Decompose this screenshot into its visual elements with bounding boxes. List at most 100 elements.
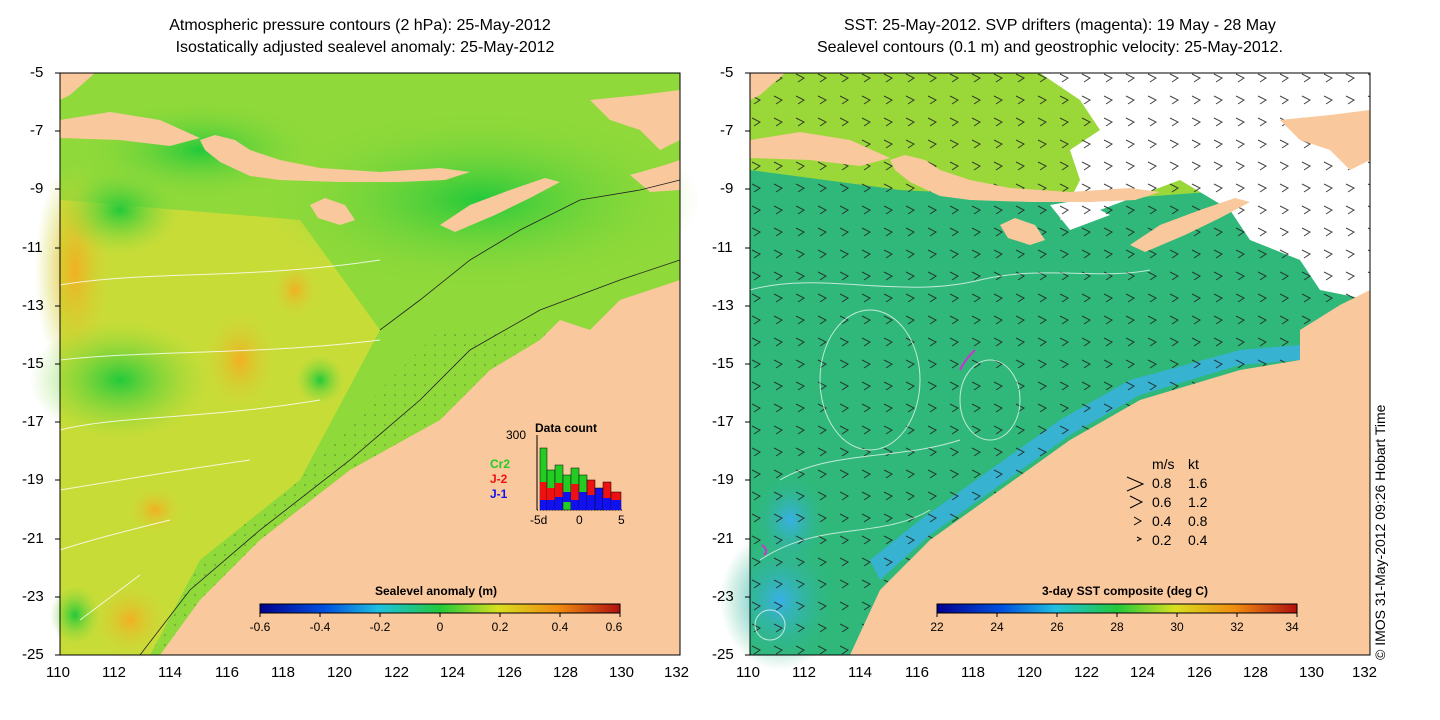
imos-credit: © IMOS 31-May-2012 09:26 Hobart Time	[1372, 404, 1388, 660]
data-count-title: Data count	[535, 421, 598, 435]
lat-label: -23	[22, 588, 44, 605]
colorbar-tick-label: 0.4	[551, 620, 569, 634]
lat-label: -25	[22, 646, 44, 663]
velocity-legend-kt: 1.2	[1188, 494, 1208, 510]
lon-label: 122	[1074, 664, 1100, 681]
left-pressure-contours	[59, 259, 381, 621]
lat-label: -19	[22, 471, 44, 488]
data-count-xtick: 0	[576, 513, 583, 527]
data-count-xtick: -5d	[530, 513, 548, 527]
colorbar-tick-label: -0.2	[369, 620, 391, 634]
right-nusa-tenggara-land	[890, 155, 1160, 202]
lon-label: 118	[271, 664, 295, 681]
lat-label: -19	[712, 471, 734, 488]
velocity-legend-ms: 0.6	[1152, 494, 1172, 510]
colorbar-tick-label: 26	[1050, 620, 1064, 634]
left-low-anomaly	[260, 110, 700, 290]
lon-label: 128	[1243, 664, 1269, 681]
right-map	[720, 72, 1371, 670]
lat-label: -9	[30, 180, 44, 197]
left-title-line1: Atmospheric pressure contours (2 hPa): 2…	[169, 17, 551, 34]
lat-label: -7	[720, 122, 734, 139]
velocity-legend-ms: 0.2	[1152, 532, 1172, 548]
lon-label: 132	[664, 664, 690, 681]
left-high-anomaly	[200, 305, 280, 415]
velocity-legend-ms: 0.8	[1152, 475, 1172, 491]
lat-label: -5	[720, 64, 734, 81]
lat-label: -13	[712, 297, 734, 314]
colorbar-tick-label: 32	[1230, 620, 1244, 634]
lon-label: 112	[792, 664, 816, 681]
colorbar-tick-label: 0	[436, 620, 444, 634]
lat-label: -13	[22, 297, 44, 314]
colorbar-tick-label: -0.4	[309, 620, 331, 634]
svp-drifter-track	[761, 544, 768, 556]
left-java-land	[60, 112, 200, 146]
lon-label: 130	[1299, 664, 1325, 681]
lon-label: 114	[848, 664, 872, 681]
right-title-line1: SST: 25-May-2012. SVP drifters (magenta)…	[844, 17, 1276, 34]
series-label-j2: J-2	[490, 472, 508, 486]
lon-label: 110	[736, 664, 760, 681]
sla-colorbar-ticks	[259, 613, 621, 617]
lat-label: -15	[22, 355, 44, 372]
lat-label: -23	[712, 588, 734, 605]
right-australia-land	[850, 290, 1370, 655]
lat-label: -21	[22, 530, 44, 547]
velocity-legend-kt: 0.4	[1188, 532, 1208, 548]
velocity-legend-header-kt: kt	[1188, 456, 1199, 472]
lon-label: 124	[440, 664, 466, 681]
data-count-inset	[536, 435, 623, 511]
colorbar-tick-label: 0.2	[491, 620, 509, 634]
left-low-anomaly	[295, 355, 345, 405]
colorbar-tick-label: 30	[1170, 620, 1184, 634]
colorbar-tick-label: 24	[990, 620, 1004, 634]
lon-label: 118	[961, 664, 985, 681]
lat-label: -5	[30, 64, 44, 81]
sla-colorbar	[259, 603, 621, 614]
left-timor-land	[440, 178, 560, 232]
lat-label: -11	[22, 239, 43, 256]
series-label-cr2: Cr2	[490, 457, 511, 471]
lat-label: -9	[720, 180, 734, 197]
lat-label: -17	[22, 413, 44, 430]
left-low-anomaly	[30, 320, 210, 440]
lon-label: 116	[905, 664, 929, 681]
lon-label: 120	[1017, 664, 1043, 681]
right-sumatra-land	[750, 73, 785, 100]
left-low-anomaly	[50, 585, 100, 645]
lon-label: 132	[1352, 664, 1378, 681]
left-isobaths	[139, 179, 681, 656]
axis-ticks	[55, 72, 750, 656]
lat-label: -25	[712, 646, 734, 663]
colorbar-tick-label: 34	[1285, 620, 1299, 634]
lon-label: 130	[609, 664, 635, 681]
left-sumatra-land	[60, 73, 95, 100]
left-nusa-tenggara-land	[200, 135, 470, 182]
left-high-anomaly	[90, 580, 170, 660]
lat-label: -17	[712, 413, 734, 430]
sst-colorbar	[936, 603, 1298, 614]
sst-colorbar-ticks	[936, 613, 1298, 617]
right-title-line2: Sealevel contours (0.1 m) and geostrophi…	[816, 39, 1283, 56]
right-sumba-land	[1000, 218, 1045, 245]
sst-colorbar-title: 3-day SST composite (deg C)	[1042, 584, 1209, 598]
right-timor-land	[1130, 198, 1250, 252]
lon-label: 124	[1130, 664, 1156, 681]
velocity-legend-ms: 0.4	[1152, 513, 1172, 529]
left-high-anomaly	[125, 485, 185, 535]
velocity-legend-kt: 1.6	[1188, 475, 1208, 491]
left-sumba-land	[310, 198, 355, 225]
velocity-legend-kt: 0.8	[1188, 513, 1208, 529]
velocity-legend-arrows	[1126, 476, 1145, 542]
lat-label: -7	[30, 122, 44, 139]
lon-label: 122	[384, 664, 410, 681]
colorbar-tick-label: 0.6	[605, 620, 623, 634]
lon-label: 116	[215, 664, 239, 681]
left-australia-land	[160, 280, 680, 655]
left-title-line2: Isostatically adjusted sealevel anomaly:…	[175, 39, 555, 56]
left-banda-land	[590, 90, 680, 150]
lon-label: 114	[158, 664, 182, 681]
right-banda-land	[1280, 110, 1370, 170]
